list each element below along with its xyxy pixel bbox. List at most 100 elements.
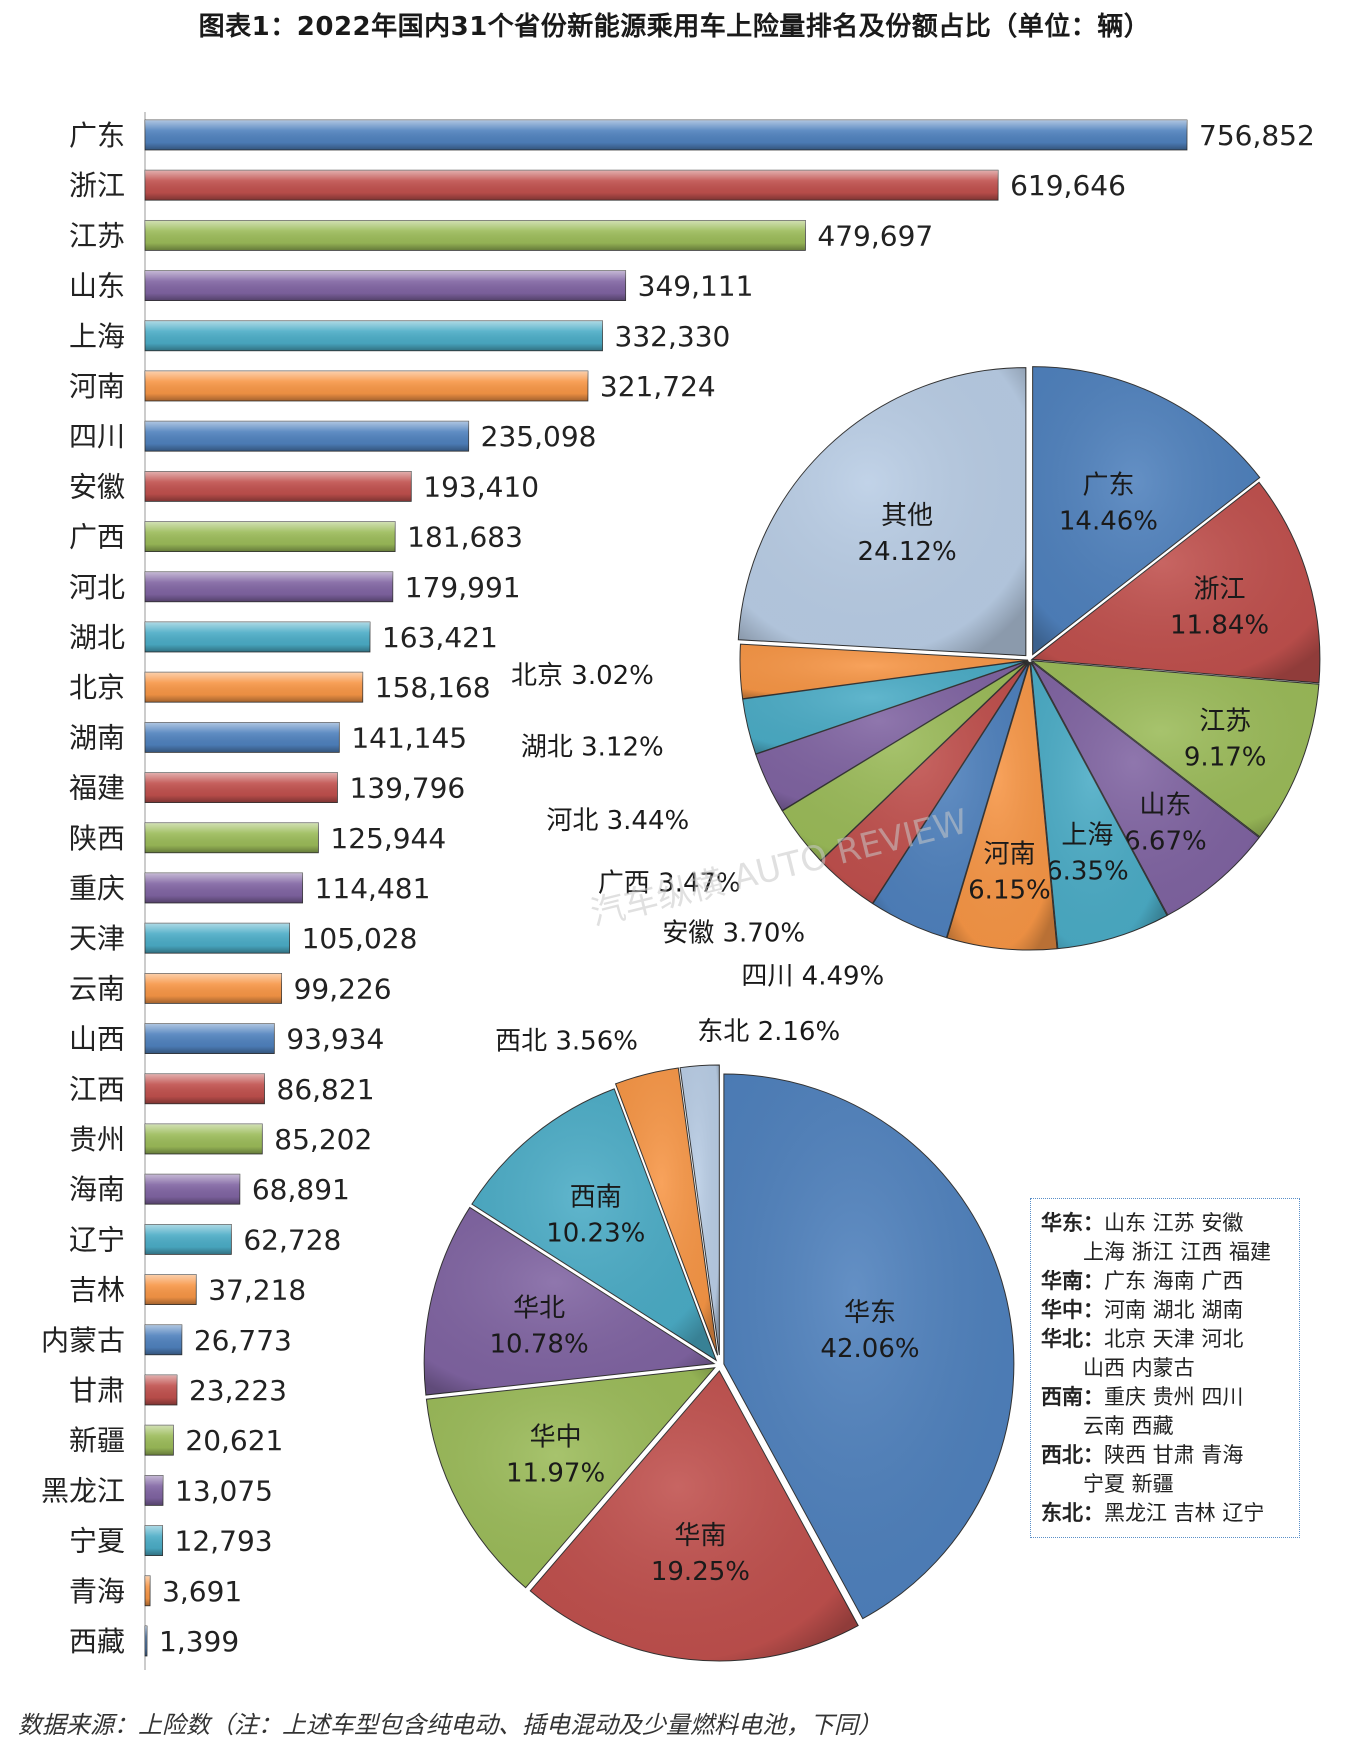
bar-value-label: 26,773 [194,1324,292,1357]
pie-slice-label-name: 安徽 [662,919,722,949]
legend-region-provinces: 山东 江苏 安徽 [1104,1211,1244,1235]
pie-slice-label-name: 西北 [495,1026,555,1056]
legend-region-provinces-cont: 云南 西藏 [1083,1414,1174,1438]
pie-slice-value: 11.84% [1170,610,1269,640]
bar-category-label: 江西 [69,1073,125,1106]
bar-value-label: 479,697 [817,219,933,252]
legend-region-provinces-cont: 宁夏 新疆 [1083,1472,1174,1496]
bar-highlight [145,170,999,201]
pie-slice-label-value: 3.70% [722,919,805,949]
pie-slice-label-name: 湖北 [521,733,581,763]
pie-slice-shade [723,1074,1014,1619]
bar-value-label: 13,075 [175,1474,273,1507]
pie-slice-label: 广西 3.47% [598,868,741,898]
bar-value-label: 181,683 [407,521,523,554]
bar-highlight [145,772,338,803]
pie-slice-shade [1031,660,1319,837]
bar-highlight [145,1023,275,1054]
pie-slice-value: 14.46% [1059,506,1158,536]
legend-region-provinces-cont: 山西 内蒙古 [1083,1356,1195,1380]
legend-region-key: 西北： [1041,1443,1104,1467]
bar-value-label: 125,944 [330,822,446,855]
pie-slice-value: 42.06% [820,1334,919,1364]
bar-category-label: 海南 [69,1173,125,1206]
legend-region-key: 华中： [1041,1298,1104,1322]
pie-slice-shade [530,1370,859,1661]
bar-value-label: 85,202 [274,1123,372,1156]
pie-slice-shade [680,1065,720,1356]
bar-category-label: 河南 [69,370,125,403]
bar-highlight [145,1274,197,1305]
pie-slice-shade [820,661,1029,904]
bar-highlight [145,822,319,853]
pie-slice-shade [755,660,1029,811]
bar-value-label: 141,145 [351,721,467,754]
pie-slice-label: 西北 3.56% [495,1026,638,1056]
bar-category-label: 北京 [69,671,125,704]
bar-value-label: 332,330 [615,320,731,353]
pie-slice-label-value: 3.44% [607,806,690,836]
bar-highlight [145,1324,182,1355]
bar-category-label: 山东 [69,270,125,303]
bar-category-label: 江苏 [69,219,125,252]
bar-value-label: 37,218 [208,1274,306,1307]
bar-category-label: 福建 [69,772,125,805]
bar-highlight [145,722,340,753]
bar-highlight [145,973,282,1004]
pie-slice-shade [738,367,1026,656]
pie-slice-label-name: 广西 [598,868,658,898]
bar-value-label: 12,793 [175,1525,273,1558]
bar-highlight [145,622,370,652]
legend-row: 西南：重庆 贵州 四川 [1041,1383,1289,1412]
bar-value-label: 235,098 [481,420,597,453]
pie-slice-value: 10.78% [490,1330,589,1360]
bar-value-label: 756,852 [1199,119,1315,152]
bar-category-label: 河北 [69,571,125,604]
legend-row: 华东：山东 江苏 安徽 [1041,1209,1289,1238]
pie-slice-value: 6.67% [1124,827,1207,857]
bar-highlight [145,1525,163,1556]
bar-highlight [145,923,290,954]
bar-category-label: 内蒙古 [41,1324,125,1357]
bar-highlight [145,1626,147,1656]
pie-slice-label-name: 北京 [511,661,571,691]
legend-row: 华南：广东 海南 广西 [1041,1267,1289,1296]
pie-slice-label-value: 3.56% [555,1026,638,1056]
bar-category-label: 浙江 [69,169,125,202]
pie-slice-value: 6.15% [968,875,1051,905]
bar-category-label: 云南 [69,972,125,1005]
legend-region-provinces: 河南 湖北 湖南 [1104,1298,1244,1322]
bar-category-label: 陕西 [69,822,125,855]
bar-value-label: 93,934 [286,1023,384,1056]
bar-category-label: 上海 [69,320,125,353]
legend-region-provinces: 北京 天津 河北 [1104,1327,1244,1351]
pie-slice-label: 华北 [513,1294,565,1324]
pie-slice-label: 河南 [983,839,1035,869]
bar-category-label: 吉林 [69,1274,125,1307]
pie-slice-shade [872,661,1030,938]
bar-value-label: 179,991 [405,571,521,604]
bar-category-label: 宁夏 [69,1525,125,1558]
bar-value-label: 158,168 [375,671,491,704]
pie-slice-shade [740,644,1029,699]
pie-slice-shade [426,1367,715,1588]
legend-region-key: 华北： [1041,1327,1104,1351]
pie-slice-label: 东北 2.16% [697,1017,840,1047]
pie-slice-label-value: 3.47% [658,868,741,898]
legend-region-key: 西南： [1041,1385,1104,1409]
bar-category-label: 安徽 [69,470,125,503]
bar-highlight [145,371,588,401]
pie-slice-label: 湖北 3.12% [521,733,664,763]
bar-value-label: 193,410 [423,470,539,503]
bar-value-label: 619,646 [1010,169,1126,202]
bar-highlight [145,1224,232,1255]
legend-region-provinces: 广东 海南 广西 [1104,1269,1244,1293]
bar-highlight [145,1375,177,1405]
bar-highlight [145,270,626,301]
region-legend-box: 华东：山东 江苏 安徽 上海 浙江 江西 福建 华南：广东 海南 广西 华中：河南 湖… [1030,1198,1300,1538]
legend-region-provinces: 陕西 甘肃 青海 [1104,1443,1244,1467]
pie-slice-shade [424,1207,715,1396]
bar-highlight [145,1073,265,1104]
chart-title: 图表1：2022年国内31个省份新能源乘用车上险量排名及份额占比（单位：辆） [198,12,1151,42]
